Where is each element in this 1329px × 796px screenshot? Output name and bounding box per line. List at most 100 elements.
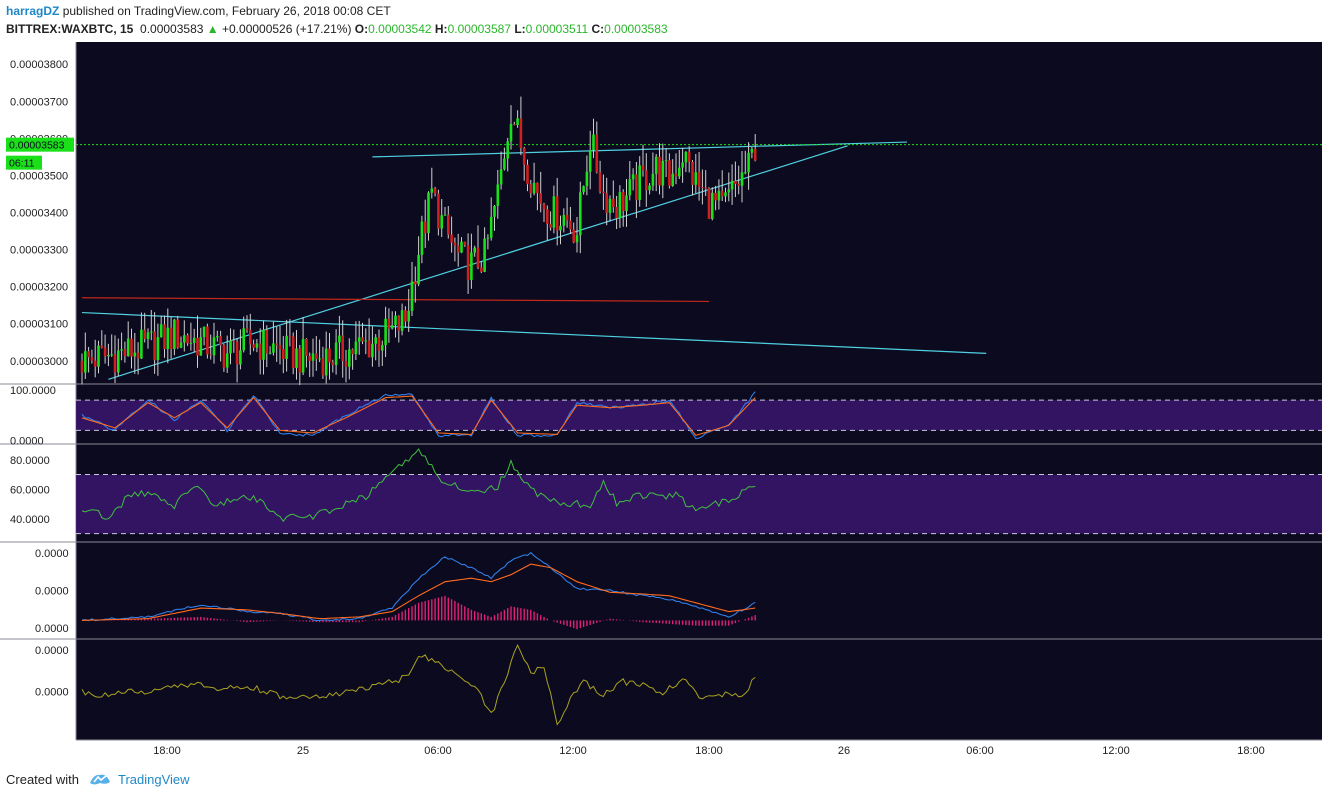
candle-body[interactable] [222,345,226,368]
candle-body[interactable] [503,158,506,170]
candle-body[interactable] [100,345,104,348]
candle-body[interactable] [318,358,321,360]
candle-body[interactable] [364,340,368,342]
candle-body[interactable] [529,184,533,194]
candle-body[interactable] [433,188,437,194]
candle-body[interactable] [648,185,651,191]
candle-body[interactable] [506,141,509,159]
candle-body[interactable] [605,193,608,213]
candle-body[interactable] [711,192,714,219]
candle-body[interactable] [166,327,170,350]
candle-body[interactable] [645,170,648,191]
candle-body[interactable] [707,188,711,219]
candle-body[interactable] [275,343,278,346]
candle-body[interactable] [315,353,318,360]
candle-body[interactable] [542,203,546,210]
candle-body[interactable] [163,324,166,350]
candle-body[interactable] [183,335,186,343]
candle-body[interactable] [423,221,427,234]
tradingview-logo-icon[interactable] [88,771,112,787]
candle-body[interactable] [255,343,259,348]
candle-body[interactable] [324,348,328,376]
candle-body[interactable] [579,192,582,236]
candle-body[interactable] [569,220,572,230]
candle-body[interactable] [460,241,463,253]
candle-body[interactable] [90,357,94,361]
candle-body[interactable] [427,192,430,234]
candle-body[interactable] [219,336,222,346]
candle-body[interactable] [532,182,536,194]
candle-body[interactable] [361,337,364,342]
candle-body[interactable] [400,310,404,331]
candle-body[interactable] [301,338,305,373]
candle-body[interactable] [209,354,212,356]
candle-body[interactable] [625,195,628,212]
candle-body[interactable] [526,164,529,185]
candle-body[interactable] [730,180,734,190]
candle-body[interactable] [621,192,625,212]
candle-body[interactable] [641,165,645,171]
candle-body[interactable] [559,225,562,231]
candle-body[interactable] [120,349,123,351]
candle-body[interactable] [555,196,559,231]
candle-body[interactable] [143,329,146,340]
candle-body[interactable] [295,348,298,368]
candle-body[interactable] [192,337,196,343]
candle-body[interactable] [258,343,262,360]
candle-body[interactable] [113,354,117,373]
candle-body[interactable] [562,215,566,226]
candle-body[interactable] [740,172,744,186]
candle-body[interactable] [146,332,150,340]
candle-body[interactable] [414,281,417,285]
candle-body[interactable] [456,245,460,253]
candle-body[interactable] [714,192,717,201]
candle-body[interactable] [384,318,387,346]
candle-body[interactable] [110,354,113,356]
candle-body[interactable] [397,315,401,331]
candle-body[interactable] [552,196,556,228]
candle-body[interactable] [724,192,727,197]
candle-body[interactable] [117,350,120,373]
candle-body[interactable] [328,348,331,363]
candle-body[interactable] [661,160,665,186]
horizontal-support-line[interactable] [81,297,710,303]
candle-body[interactable] [595,134,599,173]
candle-body[interactable] [225,353,229,368]
candle-body[interactable] [216,336,219,338]
candle-body[interactable] [694,172,698,185]
candle-body[interactable] [509,123,513,142]
candle-body[interactable] [674,173,678,177]
candle-body[interactable] [588,150,592,172]
candle-body[interactable] [374,337,377,344]
candle-body[interactable] [430,188,434,193]
candle-body[interactable] [150,331,153,333]
candle-body[interactable] [664,160,668,162]
candle-body[interactable] [156,337,160,361]
candle-body[interactable] [348,349,351,367]
candle-body[interactable] [453,242,457,246]
candle-body[interactable] [357,337,361,342]
candle-body[interactable] [473,247,476,253]
candle-body[interactable] [450,234,453,243]
falling-line-line[interactable] [81,311,987,354]
candle-body[interactable] [750,148,754,153]
candle-body[interactable] [486,237,490,239]
candle-body[interactable] [377,337,381,351]
candle-body[interactable] [417,254,420,285]
candle-body[interactable] [744,172,747,174]
candle-body[interactable] [697,172,701,188]
candle-body[interactable] [212,337,216,356]
candle-body[interactable] [513,123,516,126]
candle-body[interactable] [704,187,707,189]
candle-body[interactable] [447,214,450,235]
candle-body[interactable] [420,221,424,255]
candle-body[interactable] [470,252,473,280]
candle-body[interactable] [308,355,311,361]
candle-body[interactable] [437,193,440,229]
candle-body[interactable] [265,329,269,354]
candle-body[interactable] [242,328,245,351]
candle-body[interactable] [638,165,641,201]
candle-body[interactable] [658,156,661,186]
candle-body[interactable] [305,338,308,356]
candle-body[interactable] [654,156,658,174]
